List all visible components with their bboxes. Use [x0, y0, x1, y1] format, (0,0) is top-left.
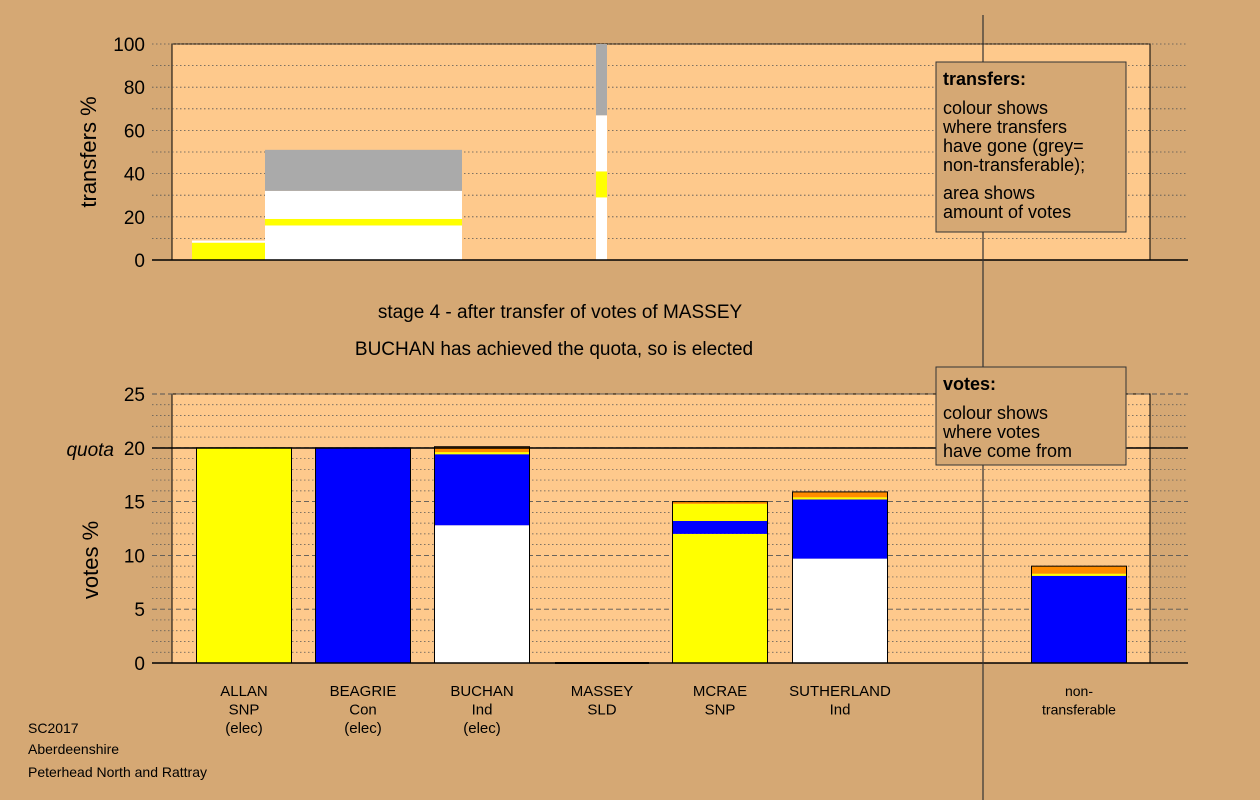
transfer-segment [596, 44, 607, 116]
vote-segment [1031, 575, 1127, 663]
vote-segment [1031, 566, 1127, 574]
vote-segment [672, 501, 768, 504]
y-tick-label: 80 [124, 78, 145, 99]
vote-segment [792, 491, 888, 498]
x-category-label: Con [349, 702, 377, 719]
transfers-legend-title: transfers: [943, 69, 1026, 89]
x-category-label: Ind [830, 702, 851, 719]
vote-segment [196, 447, 292, 663]
x-category-label: Ind [472, 702, 493, 719]
vote-segment [672, 533, 768, 663]
votes-legend-line: colour shows [943, 403, 1048, 423]
y-tick-label: 100 [113, 35, 145, 56]
vote-segment [434, 454, 530, 526]
x-category-label: transferable [1042, 702, 1116, 718]
vote-segment [672, 520, 768, 534]
x-category-label: BEAGRIE [330, 683, 397, 700]
x-category-label: MASSEY [571, 683, 634, 700]
x-category-label: (elec) [463, 720, 501, 737]
votes-legend-box [935, 366, 1127, 466]
vote-segment [315, 447, 411, 663]
y-tick-label: 25 [124, 385, 145, 406]
elected-message: BUCHAN has achieved the quota, so is ele… [355, 339, 753, 360]
x-category-label: BUCHAN [450, 683, 513, 700]
votes-legend-title: votes: [943, 374, 996, 394]
x-category-label: non- [1065, 683, 1093, 699]
transfers-legend-line: where transfers [942, 117, 1067, 137]
x-category-label: MCRAE [693, 683, 747, 700]
transfer-segment [265, 149, 462, 191]
y-tick-label: 60 [124, 121, 145, 142]
x-category-label: ALLAN [220, 683, 268, 700]
y-tick-label: 5 [134, 600, 145, 621]
quota-label: quota [66, 440, 114, 461]
vote-segment [672, 503, 768, 521]
vote-segment [1031, 573, 1127, 576]
y-tick-label: 0 [134, 251, 145, 272]
votes-y-axis-label: votes % [78, 521, 103, 599]
y-tick-label: 10 [124, 546, 145, 567]
transfers-legend-line: colour shows [943, 98, 1048, 118]
x-category-label: SNP [705, 702, 736, 719]
votes-legend: votes: colour shows where votes have com… [935, 366, 1127, 466]
vote-segment [434, 452, 530, 455]
y-tick-label: 20 [124, 208, 145, 229]
transfers-y-axis-label: transfers % [76, 96, 101, 207]
footer-year: SC2017 [28, 720, 79, 736]
transfers-legend: transfers: colour shows where transfers … [935, 61, 1127, 233]
x-category-label: (elec) [344, 720, 382, 737]
x-category-label: SUTHERLAND [789, 683, 891, 700]
votes-legend-line: have come from [943, 441, 1072, 461]
x-category-label: (elec) [225, 720, 263, 737]
transfers-legend-line: amount of votes [943, 202, 1071, 222]
transfers-legend-line: area shows [943, 183, 1035, 203]
vote-segment [434, 446, 530, 453]
x-category-label: SNP [229, 702, 260, 719]
votes-bars [196, 446, 1127, 664]
transfer-segment [265, 218, 462, 226]
transfer-segment [192, 240, 297, 243]
transfer-segment [265, 225, 462, 260]
vote-segment [792, 499, 888, 559]
transfer-segment [596, 171, 607, 198]
transfers-legend-box [935, 61, 1127, 233]
votes-x-labels: ALLANSNP(elec)BEAGRIECon(elec)BUCHANInd(… [220, 683, 1116, 737]
y-tick-label: 0 [134, 654, 145, 675]
vote-segment [792, 558, 888, 663]
transfer-segment [596, 197, 607, 260]
transfers-legend-line: have gone (grey= [943, 136, 1084, 156]
y-tick-label: 15 [124, 493, 145, 514]
footer-ward: Peterhead North and Rattray [28, 764, 207, 780]
transfers-bars [192, 44, 607, 260]
stage-title: stage 4 - after transfer of votes of MAS… [378, 302, 743, 323]
votes-legend-line: where votes [942, 422, 1040, 442]
transfer-segment [596, 115, 607, 172]
x-category-label: SLD [587, 702, 616, 719]
transfer-segment [265, 190, 462, 219]
y-tick-label: 40 [124, 165, 145, 186]
vote-segment [792, 497, 888, 500]
votes-y-ticks: 0 5 10 15 20 25 [124, 385, 145, 675]
transfers-y-ticks: 0 20 40 60 80 100 [113, 35, 145, 272]
footer-council: Aberdeenshire [28, 741, 119, 757]
vote-segment [434, 525, 530, 663]
y-tick-label: 20 [124, 439, 145, 460]
transfers-legend-line: non-transferable); [943, 155, 1085, 175]
